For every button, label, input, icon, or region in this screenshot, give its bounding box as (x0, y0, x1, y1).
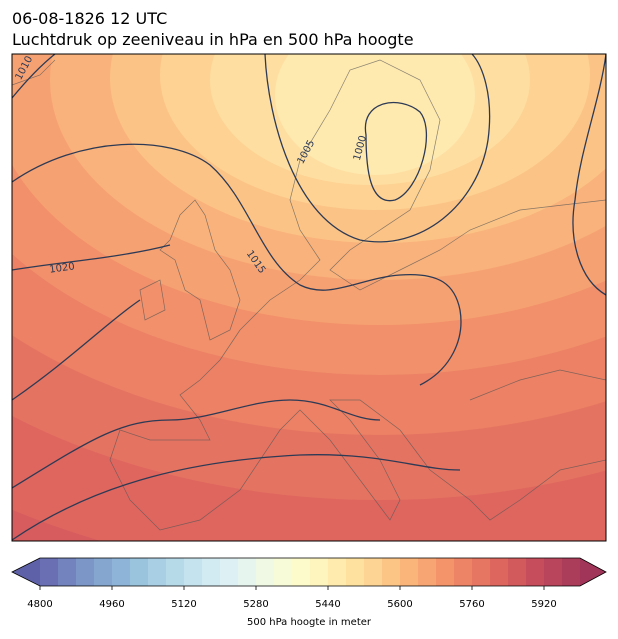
colorbar-bin (436, 558, 455, 586)
map-area (12, 54, 606, 541)
colorbar-bin (508, 558, 527, 586)
colorbar-bin (58, 558, 77, 586)
colorbar-tick-label: 5280 (243, 599, 268, 610)
colorbar-bin (418, 558, 437, 586)
colorbar-bin (472, 558, 491, 586)
colorbar-bin (166, 558, 185, 586)
colorbar-over (580, 558, 606, 586)
colorbar-bin (364, 558, 383, 586)
colorbar-tick-label: 5440 (315, 599, 340, 610)
colorbar-tick-label: 5600 (387, 599, 412, 610)
colorbar-bin (292, 558, 311, 586)
colorbar-bin (184, 558, 203, 586)
colorbar-bin (328, 558, 347, 586)
colorbar-bin (256, 558, 275, 586)
contour-label: 1020 (49, 261, 76, 275)
colorbar-tick-label: 4800 (27, 599, 52, 610)
map-frame (11, 53, 607, 542)
colorbar-bin (130, 558, 149, 586)
colorbar-bin (400, 558, 419, 586)
colorbar-bin (490, 558, 509, 586)
colorbar-frame (11, 557, 607, 587)
colorbar-bin (148, 558, 167, 586)
colorbar-bin (562, 558, 581, 586)
colorbar-bin (112, 558, 131, 586)
title: 06-08-1826 12 UTC (12, 9, 167, 28)
colorbar-bin (274, 558, 293, 586)
colorbar-tick-label: 4960 (99, 599, 124, 610)
colorbar-bin (310, 558, 329, 586)
colorbar-bin (220, 558, 239, 586)
colorbar-label: 500 hPa hoogte in meter (247, 617, 372, 628)
colorbar-bin (544, 558, 563, 586)
colorbar-tick-label: 5760 (459, 599, 484, 610)
colorbar-bin (346, 558, 365, 586)
subtitle: Luchtdruk op zeeniveau in hPa en 500 hPa… (12, 30, 414, 49)
colorbar-bin (526, 558, 545, 586)
colorbar-bin (40, 558, 59, 586)
coastlines (12, 59, 606, 531)
colorbar-under (12, 558, 40, 586)
isobars (12, 54, 606, 541)
colorbar-bin (94, 558, 113, 586)
colorbar-bin (238, 558, 257, 586)
colorbar-bin (76, 558, 95, 586)
colorbar-tick-label: 5120 (171, 599, 196, 610)
colorbar-bin (202, 558, 221, 586)
colorbar-tick-label: 5920 (531, 599, 556, 610)
colorbar-bin (382, 558, 401, 586)
colorbar-bin (454, 558, 473, 586)
